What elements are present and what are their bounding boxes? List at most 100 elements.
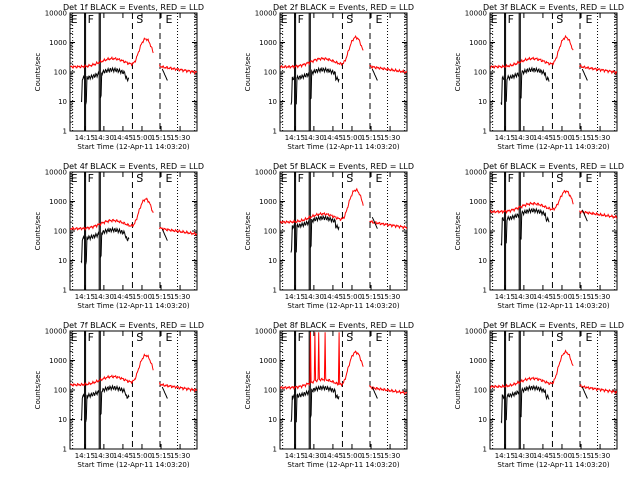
y-tick-label: 10000: [45, 10, 67, 18]
y-tick-label: 10: [268, 257, 277, 265]
period-letter: E: [491, 331, 498, 344]
y-tick-label: 1: [273, 128, 277, 136]
y-tick-label: 100: [54, 228, 67, 236]
y-tick-label: 1: [483, 287, 487, 295]
series-lld-line: [490, 34, 617, 76]
x-axis-label: Start Time (12-Apr-11 14:03:20): [77, 461, 189, 469]
period-letter: F: [298, 13, 304, 26]
series-events-line: [85, 231, 100, 265]
y-tick-label: 10: [478, 416, 487, 424]
x-tick-label: 15:15: [571, 134, 591, 142]
x-tick-label: 14:30: [94, 452, 114, 460]
x-tick-label: 15:00: [342, 452, 362, 460]
panel-title: Det 1f BLACK = Events, RED = LLD: [63, 3, 204, 12]
series-events-line: [161, 386, 168, 399]
panel-title: Det 5f BLACK = Events, RED = LLD: [273, 162, 414, 171]
series-events-line: [371, 386, 378, 399]
x-tick-label: 14:45: [113, 293, 133, 301]
x-tick-label: 14:45: [533, 452, 553, 460]
series-events-line: [500, 394, 505, 424]
x-axis-label: Start Time (12-Apr-11 14:03:20): [77, 143, 189, 151]
x-tick-label: 15:30: [170, 293, 190, 301]
y-tick-label: 10000: [255, 328, 277, 336]
x-tick-label: 15:30: [590, 293, 610, 301]
x-axis-label: Start Time (12-Apr-11 14:03:20): [287, 143, 399, 151]
period-letter: E: [491, 172, 498, 185]
x-tick-label: 14:45: [323, 293, 343, 301]
x-tick-label: 15:15: [361, 452, 381, 460]
panel-title: Det 9f BLACK = Events, RED = LLD: [483, 321, 624, 330]
series-events-line: [519, 207, 550, 240]
series-events-line: [309, 214, 340, 248]
series-events-line: [500, 216, 505, 246]
series-events-line: [99, 384, 130, 416]
x-tick-label: 14:45: [323, 134, 343, 142]
panel-5: Det 5f BLACK = Events, RED = LLD 1 10 100 10…: [244, 162, 414, 310]
x-tick-label: 14:45: [533, 134, 553, 142]
panel-7: Det 7f BLACK = Events, RED = LLD 1 10 100 10…: [34, 321, 204, 469]
y-tick-label: 10000: [465, 328, 487, 336]
x-tick-label: 15:15: [361, 134, 381, 142]
period-letter: E: [165, 331, 172, 344]
x-tick-label: 15:15: [151, 452, 171, 460]
y-tick-label: 100: [474, 387, 487, 395]
series-events-line: [295, 389, 310, 423]
series-events-line: [519, 66, 550, 99]
x-tick-label: 14:45: [113, 134, 133, 142]
panel-6: Det 6f BLACK = Events, RED = LLD 1 10 100 10…: [454, 162, 624, 310]
y-tick-label: 1000: [469, 357, 487, 365]
x-tick-label: 14:15: [75, 293, 95, 301]
period-letter: S: [556, 172, 563, 185]
x-tick-label: 14:45: [533, 293, 553, 301]
plot-frame: [489, 12, 618, 132]
x-axis-label: Start Time (12-Apr-11 14:03:20): [497, 302, 609, 310]
series-lld-line: [280, 34, 407, 74]
x-tick-label: 15:00: [552, 134, 572, 142]
panel-4: Det 4f BLACK = Events, RED = LLD 1 10 100 10…: [34, 162, 204, 310]
period-letter: E: [375, 172, 382, 185]
y-tick-label: 10000: [45, 328, 67, 336]
x-tick-label: 15:15: [361, 293, 381, 301]
series-events-line: [290, 76, 295, 105]
panel-8: Det 8f BLACK = Events, RED = LLD 1 10 100 10…: [244, 321, 414, 469]
x-tick-label: 15:15: [571, 293, 591, 301]
y-axis-label: Counts/sec: [34, 53, 42, 92]
series-events-line: [99, 66, 130, 99]
x-tick-label: 14:15: [285, 293, 305, 301]
plot-frame: [69, 330, 198, 450]
period-letter: E: [375, 13, 382, 26]
panel-title: Det 3f BLACK = Events, RED = LLD: [483, 3, 624, 12]
period-letter: S: [136, 13, 143, 26]
y-tick-label: 10000: [465, 169, 487, 177]
y-tick-label: 1000: [259, 198, 277, 206]
period-letter: S: [346, 331, 353, 344]
series-events-line: [581, 68, 588, 81]
y-tick-label: 10000: [465, 10, 487, 18]
x-tick-label: 14:15: [285, 452, 305, 460]
period-letter: E: [491, 13, 498, 26]
panel-9: Det 9f BLACK = Events, RED = LLD 1 10 100 10…: [454, 321, 624, 469]
y-tick-label: 100: [474, 228, 487, 236]
y-tick-label: 1000: [49, 39, 67, 47]
x-tick-label: 14:45: [323, 452, 343, 460]
period-letter: F: [88, 172, 94, 185]
period-letter: E: [281, 13, 288, 26]
series-lld-line: [280, 332, 407, 396]
y-tick-label: 1: [483, 128, 487, 136]
period-letter: E: [281, 331, 288, 344]
series-events-line: [500, 75, 505, 105]
period-letter: E: [165, 172, 172, 185]
x-axis-label: Start Time (12-Apr-11 14:03:20): [287, 461, 399, 469]
x-tick-label: 14:45: [113, 452, 133, 460]
plot-frame: [489, 330, 618, 450]
series-events-line: [581, 386, 588, 399]
period-letter: E: [375, 331, 382, 344]
period-letter: F: [88, 13, 94, 26]
x-tick-label: 14:30: [514, 452, 534, 460]
period-letter: S: [346, 13, 353, 26]
x-tick-label: 15:00: [552, 293, 572, 301]
